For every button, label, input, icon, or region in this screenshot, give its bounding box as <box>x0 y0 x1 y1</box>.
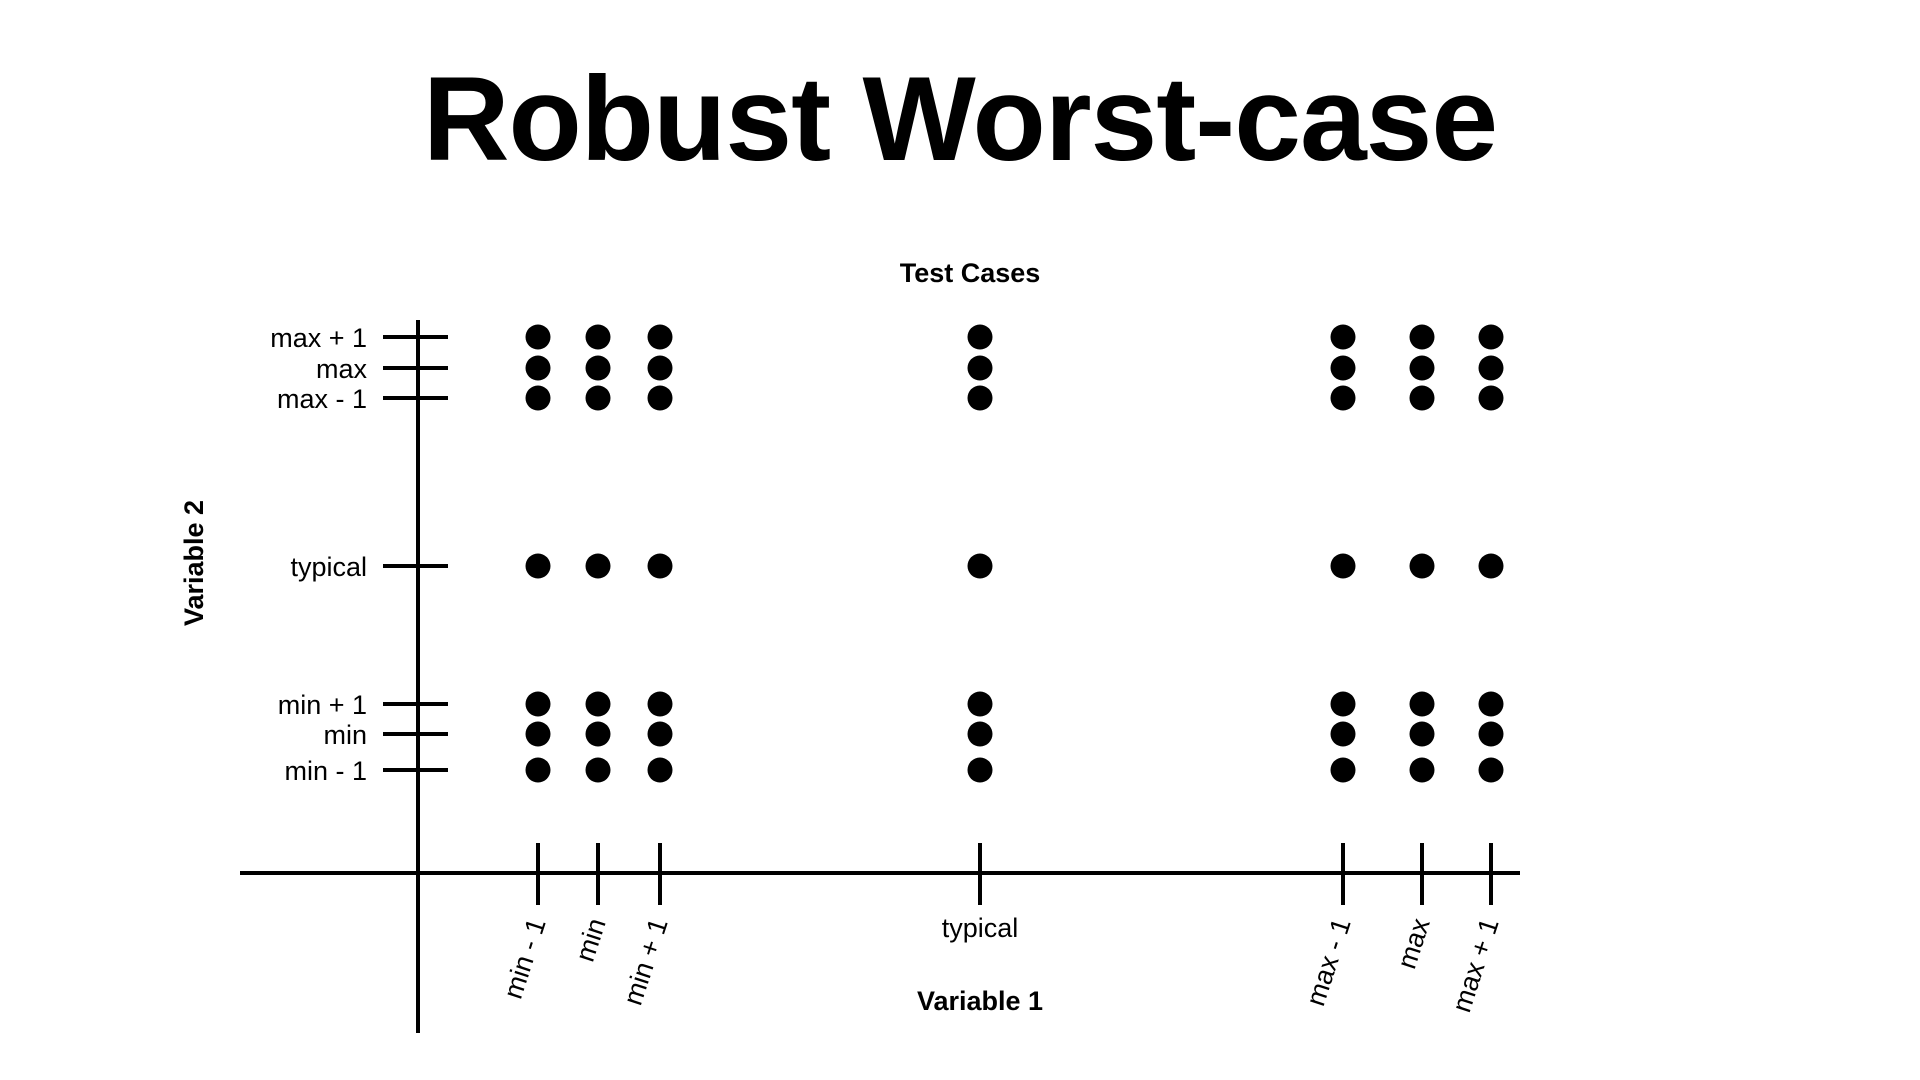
test-case-point <box>585 757 611 783</box>
test-case-point <box>1330 721 1356 747</box>
test-case-point <box>1330 324 1356 350</box>
test-case-point <box>967 385 993 411</box>
x-tick-label: max <box>1391 914 1435 972</box>
test-case-point <box>1478 385 1504 411</box>
test-case-point <box>647 355 673 381</box>
test-case-point <box>525 721 551 747</box>
test-case-point <box>1330 757 1356 783</box>
y-tick-label: max + 1 <box>270 323 367 353</box>
test-case-point <box>967 355 993 381</box>
test-case-point <box>967 324 993 350</box>
test-case-point <box>585 691 611 717</box>
test-case-point <box>967 757 993 783</box>
test-case-point <box>585 324 611 350</box>
test-case-point <box>1409 721 1435 747</box>
test-case-point <box>647 691 673 717</box>
test-case-point <box>1409 757 1435 783</box>
test-case-point <box>1478 721 1504 747</box>
test-case-point <box>1330 355 1356 381</box>
test-case-points <box>525 324 1504 783</box>
test-case-point <box>525 385 551 411</box>
test-case-point <box>585 721 611 747</box>
test-case-point <box>647 757 673 783</box>
test-case-point <box>1409 355 1435 381</box>
test-case-point <box>967 721 993 747</box>
test-case-point <box>647 324 673 350</box>
y-tick-label: max - 1 <box>277 384 367 414</box>
x-axis-title: Variable 1 <box>917 986 1043 1016</box>
x-tick-label: min + 1 <box>618 915 674 1009</box>
x-tick-label: min <box>570 915 612 966</box>
test-case-point <box>1478 691 1504 717</box>
y-tick-label: typical <box>290 552 367 582</box>
y-tick-label: min <box>323 720 367 750</box>
x-tick-label: min - 1 <box>498 915 552 1003</box>
y-tick-label: max <box>316 354 368 384</box>
test-case-point <box>1478 757 1504 783</box>
x-tick-label: max + 1 <box>1446 915 1504 1016</box>
test-case-point <box>1409 691 1435 717</box>
test-case-point <box>525 324 551 350</box>
test-case-point <box>585 553 611 579</box>
test-case-point <box>1409 553 1435 579</box>
test-case-point <box>525 757 551 783</box>
test-case-point <box>1409 324 1435 350</box>
x-tick-label: typical <box>942 913 1019 943</box>
test-case-point <box>585 385 611 411</box>
diagram-subtitle: Test Cases <box>900 258 1041 288</box>
test-case-point <box>525 355 551 381</box>
y-tick-label: min + 1 <box>278 690 367 720</box>
test-case-point <box>1330 385 1356 411</box>
test-case-point <box>647 385 673 411</box>
test-case-point <box>585 355 611 381</box>
test-case-point <box>1330 691 1356 717</box>
test-case-point <box>525 691 551 717</box>
axes <box>240 320 1520 1033</box>
x-tick-label: max - 1 <box>1300 915 1356 1010</box>
test-case-point <box>1409 385 1435 411</box>
page-title: Robust Worst-case <box>422 52 1498 186</box>
test-case-point <box>1330 553 1356 579</box>
test-case-point <box>647 721 673 747</box>
test-case-point <box>525 553 551 579</box>
y-axis-title: Variable 2 <box>179 500 209 626</box>
test-case-point <box>967 691 993 717</box>
test-case-point <box>1478 324 1504 350</box>
test-case-point <box>647 553 673 579</box>
test-case-point <box>967 553 993 579</box>
y-tick-label: min - 1 <box>284 756 367 786</box>
test-case-point <box>1478 553 1504 579</box>
test-case-point <box>1478 355 1504 381</box>
